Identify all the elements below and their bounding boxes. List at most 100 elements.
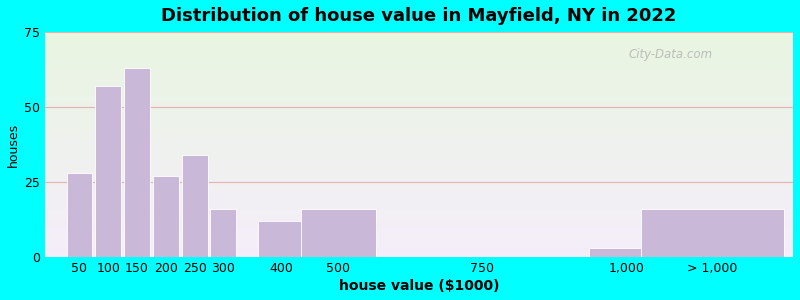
- Bar: [45, 158, 793, 160]
- Bar: [45, 244, 793, 246]
- Bar: [45, 52, 793, 55]
- Bar: [45, 142, 793, 145]
- Bar: [45, 253, 793, 255]
- Bar: [45, 61, 793, 64]
- Bar: [45, 77, 793, 79]
- Bar: [45, 32, 793, 34]
- Bar: [66, 173, 93, 257]
- Bar: [45, 66, 793, 68]
- Bar: [301, 209, 376, 257]
- Bar: [45, 219, 793, 221]
- Bar: [45, 169, 793, 172]
- Bar: [45, 140, 793, 142]
- Bar: [45, 205, 793, 208]
- Bar: [45, 129, 793, 131]
- Bar: [45, 246, 793, 248]
- Bar: [45, 127, 793, 129]
- Bar: [45, 115, 793, 118]
- Bar: [45, 181, 793, 183]
- Bar: [45, 59, 793, 61]
- Bar: [45, 91, 793, 93]
- Bar: [45, 145, 793, 147]
- Bar: [45, 93, 793, 95]
- Bar: [45, 120, 793, 122]
- Bar: [45, 88, 793, 91]
- Bar: [45, 100, 793, 102]
- Bar: [45, 239, 793, 241]
- Bar: [45, 70, 793, 73]
- Y-axis label: houses: houses: [7, 122, 20, 166]
- Bar: [45, 223, 793, 226]
- Bar: [45, 46, 793, 48]
- Bar: [45, 138, 793, 140]
- Bar: [45, 102, 793, 104]
- Bar: [45, 160, 793, 163]
- Bar: [45, 221, 793, 223]
- Bar: [45, 183, 793, 185]
- Bar: [45, 57, 793, 59]
- Bar: [45, 79, 793, 82]
- Bar: [45, 86, 793, 88]
- Title: Distribution of house value in Mayfield, NY in 2022: Distribution of house value in Mayfield,…: [162, 7, 677, 25]
- Bar: [45, 174, 793, 176]
- Bar: [45, 187, 793, 190]
- Bar: [45, 192, 793, 194]
- Bar: [45, 163, 793, 165]
- Bar: [45, 109, 793, 111]
- Bar: [45, 95, 793, 97]
- Bar: [45, 84, 793, 86]
- Bar: [45, 154, 793, 156]
- Bar: [45, 230, 793, 232]
- Bar: [45, 133, 793, 136]
- Bar: [45, 136, 793, 138]
- Bar: [45, 203, 793, 205]
- Bar: [45, 48, 793, 50]
- Bar: [45, 208, 793, 210]
- Bar: [45, 113, 793, 115]
- Bar: [45, 248, 793, 250]
- Bar: [45, 212, 793, 214]
- X-axis label: house value ($1000): house value ($1000): [338, 279, 499, 293]
- Bar: [45, 122, 793, 124]
- Bar: [45, 151, 793, 154]
- Bar: [45, 43, 793, 46]
- Bar: [153, 176, 178, 257]
- Bar: [45, 39, 793, 41]
- Bar: [45, 201, 793, 203]
- Bar: [45, 73, 793, 75]
- Bar: [45, 34, 793, 37]
- Bar: [45, 255, 793, 257]
- Bar: [45, 194, 793, 196]
- Bar: [45, 147, 793, 149]
- Bar: [641, 209, 785, 257]
- Bar: [45, 50, 793, 52]
- Bar: [45, 241, 793, 244]
- Bar: [45, 232, 793, 235]
- Bar: [45, 37, 793, 39]
- Bar: [45, 190, 793, 192]
- Bar: [45, 217, 793, 219]
- Bar: [589, 248, 663, 257]
- Bar: [45, 178, 793, 181]
- Bar: [45, 41, 793, 43]
- Bar: [45, 55, 793, 57]
- Bar: [45, 214, 793, 217]
- Bar: [95, 86, 122, 257]
- Bar: [182, 155, 207, 257]
- Bar: [45, 75, 793, 77]
- Bar: [45, 226, 793, 228]
- Text: City-Data.com: City-Data.com: [629, 48, 713, 61]
- Bar: [45, 124, 793, 127]
- Bar: [45, 131, 793, 133]
- Bar: [258, 221, 304, 257]
- Bar: [45, 210, 793, 212]
- Bar: [45, 235, 793, 237]
- Bar: [45, 185, 793, 187]
- Bar: [45, 199, 793, 201]
- Bar: [45, 149, 793, 151]
- Bar: [45, 196, 793, 199]
- Bar: [210, 209, 236, 257]
- Bar: [45, 165, 793, 167]
- Bar: [45, 156, 793, 158]
- Bar: [45, 176, 793, 178]
